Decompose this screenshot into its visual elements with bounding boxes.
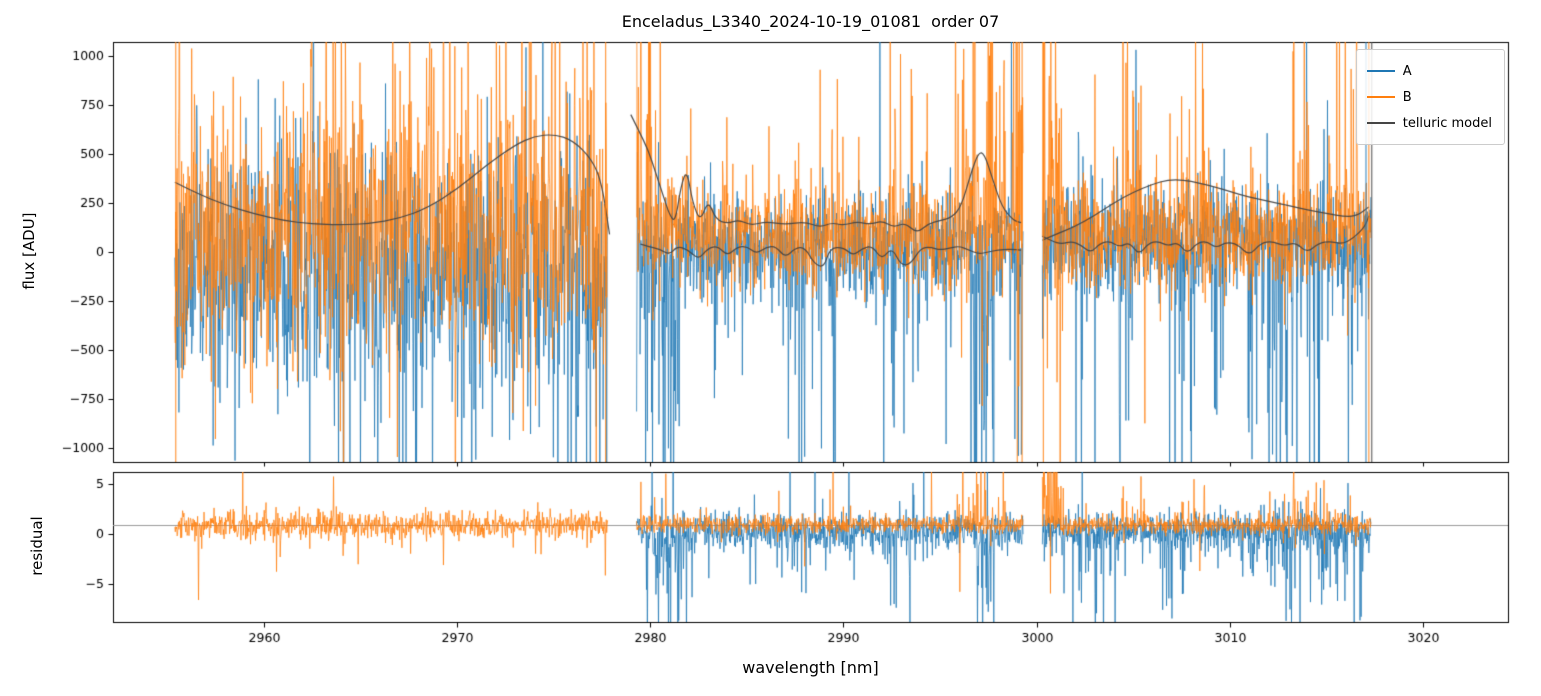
legend-swatch-a-icon <box>1366 70 1395 72</box>
flux-axis-label: flux [ADU] <box>20 212 38 290</box>
x-axis-label: wavelength [nm] <box>742 658 879 677</box>
legend-item-b: B <box>1366 84 1492 110</box>
residual-axis-label: residual <box>28 516 46 576</box>
legend-swatch-b-icon <box>1366 96 1395 98</box>
legend-swatch-telluric-icon <box>1366 122 1395 124</box>
legend-item-telluric: telluric model <box>1366 110 1492 136</box>
chart-title: Enceladus_L3340_2024-10-19_01081 order 0… <box>621 12 1000 31</box>
legend-item-a: A <box>1366 58 1492 84</box>
legend: A B telluric model <box>1355 49 1505 145</box>
legend-label-b: B <box>1402 89 1412 105</box>
legend-label-telluric: telluric model <box>1402 115 1492 131</box>
legend-label-a: A <box>1402 63 1412 79</box>
